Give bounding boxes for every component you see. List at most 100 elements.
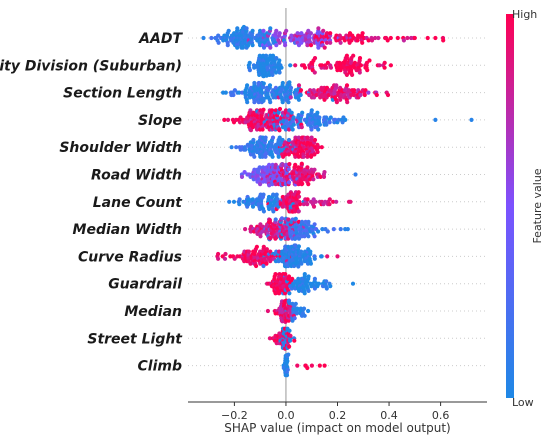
shap-dot [288, 63, 293, 68]
shap-dot [292, 316, 297, 321]
shap-dot [312, 70, 317, 75]
shap-dot [301, 154, 306, 159]
shap-dot [263, 154, 268, 159]
colorbar-high-label: High [512, 8, 537, 21]
shap-dot [277, 128, 282, 133]
shap-dot [277, 40, 282, 45]
shap-dot [351, 53, 356, 58]
shap-dot [469, 117, 474, 122]
shap-dot [258, 234, 263, 239]
shap-dot [285, 358, 290, 364]
shap-dot [290, 127, 295, 132]
shap-dot [327, 197, 332, 202]
shap-dot [299, 249, 304, 254]
shap-dot [216, 33, 221, 38]
shap-dot [288, 85, 294, 90]
shap-dot [405, 35, 410, 41]
x-tick-label: 0.2 [329, 409, 347, 422]
shap-dot [324, 286, 329, 291]
shap-dot [385, 38, 390, 43]
shap-dot [309, 135, 314, 140]
shap-dot [344, 55, 349, 60]
shap-dot [265, 308, 270, 314]
shap-dot [325, 229, 330, 234]
shap-dot [216, 40, 221, 45]
shap-dot [237, 90, 242, 95]
shap-dot [261, 192, 266, 197]
shap-dot [316, 145, 321, 150]
shap-dot [296, 209, 301, 214]
shap-dot [328, 115, 333, 120]
shap-dot [237, 197, 242, 202]
shap-dot [327, 120, 332, 125]
shap-dot [283, 108, 289, 113]
shap-dots [201, 24, 474, 378]
shap-dot [382, 60, 387, 65]
shap-dot [277, 106, 283, 112]
shap-dot [309, 127, 314, 132]
x-axis-label: SHAP value (impact on model output) [224, 421, 451, 435]
shap-dot [283, 291, 288, 296]
shap-dot [292, 338, 297, 343]
shap-dot [221, 38, 226, 43]
shap-dot [308, 249, 313, 254]
shap-dot [305, 165, 310, 170]
feature-label: Section Length [63, 86, 182, 102]
shap-dot [290, 276, 295, 281]
shap-dot [270, 135, 276, 140]
feature-label: Lane Count [93, 195, 184, 211]
x-tick-label: 0.4 [380, 409, 398, 422]
shap-dot [260, 90, 265, 95]
shap-dot [302, 272, 307, 277]
shap-dot [305, 202, 310, 207]
shap-dot [328, 31, 333, 36]
shap-dot [283, 127, 288, 132]
shap-dot [268, 45, 273, 50]
shap-dot [343, 117, 348, 122]
shap-dot [296, 97, 301, 102]
shap-dot [273, 182, 278, 187]
shap-dot [296, 190, 301, 195]
shap-dot [345, 100, 350, 105]
shap-dot [277, 249, 282, 254]
shap-dot [247, 60, 252, 65]
shap-dot [298, 88, 304, 93]
shap-dot [277, 31, 282, 36]
shap-dot [324, 65, 329, 70]
shap-dot [252, 65, 257, 70]
shap-dot [388, 35, 393, 41]
x-tick-label: 0.6 [432, 409, 450, 422]
shap-dot [248, 128, 254, 133]
shap-dot [328, 40, 333, 45]
shap-dot [245, 83, 250, 88]
shap-dot [312, 56, 318, 61]
shap-dot [261, 209, 266, 214]
shap-dot [258, 28, 263, 33]
shap-dot [345, 227, 350, 232]
shap-dot [234, 145, 239, 150]
shap-dot [254, 244, 259, 249]
shap-dot [260, 154, 265, 159]
shap-dot [257, 165, 262, 170]
shap-dot [274, 43, 279, 48]
shap-dot [242, 170, 247, 175]
shap-dot [232, 256, 237, 261]
shap-dot [302, 313, 307, 318]
shap-dot [261, 107, 266, 112]
shap-dot [327, 202, 332, 207]
shap-dot [223, 251, 228, 257]
feature-label: Shoulder Width [59, 140, 182, 156]
shap-dot [261, 263, 266, 269]
shap-dot [283, 272, 288, 277]
shap-dot [246, 197, 251, 202]
shap-dot [312, 276, 317, 281]
feature-label: Road Width [91, 168, 182, 184]
shap-dot [352, 60, 357, 65]
shap-dot [323, 199, 328, 204]
shap-dot [322, 170, 327, 175]
shap-dot [273, 108, 278, 113]
shap-dot [285, 367, 290, 372]
shap-dot [305, 197, 310, 202]
shap-dot [251, 137, 256, 143]
shap-dot [367, 58, 372, 63]
